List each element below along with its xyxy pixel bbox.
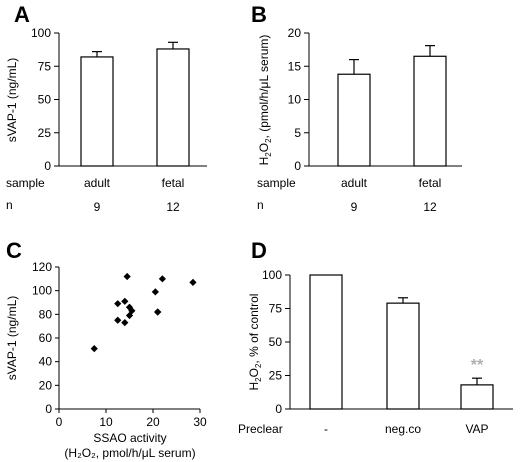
panel-c-ytick-label: 20 <box>39 378 53 392</box>
panel-c-scatter-point <box>151 288 159 296</box>
panel-c-ytick-label: 80 <box>39 307 53 321</box>
panel-D-ytick-label: 100 <box>262 268 282 282</box>
panel-D-ytick-label: 25 <box>269 369 283 383</box>
panel-d-significance-annotation: ** <box>471 357 484 374</box>
panel-A-ytick-label: 50 <box>38 93 52 107</box>
panel-c-scatter-point <box>121 319 129 327</box>
panel-c-xtick-label: 10 <box>99 415 113 429</box>
panel-a-n-value: 12 <box>166 200 180 214</box>
panel-c-ytick-label: 100 <box>32 284 52 298</box>
panel-D-ytick-label: 75 <box>269 302 283 316</box>
panel-A-ytick-label: 75 <box>38 59 52 73</box>
panel-c-scatter-point <box>114 300 122 308</box>
panel-d-category-label: VAP <box>465 422 488 436</box>
panel-b-ylabel-part: 2 <box>264 152 273 157</box>
panel-c-ytick-label: 120 <box>32 260 52 274</box>
panel-b-category-label: fetal <box>419 176 442 190</box>
panel-c-ytick-label: 40 <box>39 355 53 369</box>
panel-a-row-label-sample: sample <box>6 176 45 190</box>
panel-d-ylabel-part: H <box>247 382 261 391</box>
panel-b-n-value: 12 <box>423 200 437 214</box>
panel-B-bar <box>337 73 371 167</box>
panel-c-scatter-point <box>158 275 166 283</box>
panel-c-xlabel-line1: SSAO activity <box>93 431 166 445</box>
panel-c-xlabel-line2: (H₂O₂, pmol/h/μL serum) <box>64 446 195 460</box>
panel-D-bar <box>386 302 420 410</box>
panel-A-bar <box>80 56 114 167</box>
panel-c-xtick-label: 0 <box>56 415 63 429</box>
panel-c-xtick-label: 20 <box>146 415 160 429</box>
panel-D-ytick-label: 0 <box>275 402 282 416</box>
panel-A-ytick-label: 0 <box>44 159 51 173</box>
panel-B-ytick-label: 20 <box>288 26 302 40</box>
panel-A-ytick-label: 100 <box>31 26 51 40</box>
panel-B-bar <box>413 55 447 167</box>
panel-c-scatter-point <box>114 316 122 324</box>
panel-b-ylabel-part: O <box>257 143 271 152</box>
panel-a-ylabel: sVAP-1 (ng/mL) <box>5 58 19 142</box>
panel-d-category-label: - <box>324 422 328 436</box>
panel-c-ylabel: sVAP-1 (ng/mL) <box>5 296 19 380</box>
panel-c-scatter-point <box>189 278 197 286</box>
panel-c-scatter-point <box>123 272 131 281</box>
panel-D-bar <box>460 384 494 410</box>
panel-b-row-label-n: n <box>257 198 264 212</box>
panel-d-ylabel-part: 2 <box>254 363 263 368</box>
panel-b-row-label-sample: sample <box>257 176 296 190</box>
panel-a-row-label-n: n <box>6 198 13 212</box>
panel-B-ytick-label: 5 <box>294 126 301 140</box>
panel-b-ylabel-part: , (pmol/h/μL serum) <box>257 35 271 139</box>
panel-b-ylabel-part: 2 <box>264 138 273 143</box>
panel-c-scatter-point <box>128 307 136 315</box>
panel-c-xtick-label: 30 <box>193 415 207 429</box>
panel-letter-b: B <box>251 2 267 27</box>
panel-B-ytick-label: 10 <box>288 93 302 107</box>
panel-b-n-value: 9 <box>351 200 358 214</box>
panel-A-bar <box>156 48 190 167</box>
panel-c-scatter-point <box>90 345 98 353</box>
panel-B-ytick-label: 0 <box>294 159 301 173</box>
panel-D-bar <box>309 274 343 410</box>
panel-letter-c: C <box>6 238 22 263</box>
panel-a-category-label: adult <box>84 176 111 190</box>
panel-b-category-label: adult <box>341 176 368 190</box>
panel-A-ytick-label: 25 <box>38 126 52 140</box>
panel-d-ylabel-part: O <box>247 368 261 377</box>
panel-b-ylabel: H2O2, (pmol/h/μL serum) <box>257 35 273 166</box>
panel-d-ylabel: H2O2, % of control <box>247 294 263 391</box>
panel-c-ytick-label: 0 <box>45 402 52 416</box>
panel-B-ytick-label: 15 <box>288 59 302 73</box>
panel-a-n-value: 9 <box>94 200 101 214</box>
panel-letter-a: A <box>14 2 30 27</box>
panel-d-ylabel-part: 2 <box>254 377 263 382</box>
panel-D-ytick-label: 50 <box>269 335 283 349</box>
panel-letter-d: D <box>251 238 267 263</box>
panel-d-category-label: neg.co <box>385 422 421 436</box>
panel-c-scatter-point <box>154 308 162 316</box>
panel-d-ylabel-part: , % of control <box>247 294 261 364</box>
panel-d-row-label-preclear: Preclear <box>238 422 283 436</box>
panel-a-category-label: fetal <box>162 176 185 190</box>
panel-c-ytick-label: 60 <box>39 331 53 345</box>
panel-c-scatter-point <box>121 297 129 305</box>
panel-b-ylabel-part: H <box>257 157 271 166</box>
